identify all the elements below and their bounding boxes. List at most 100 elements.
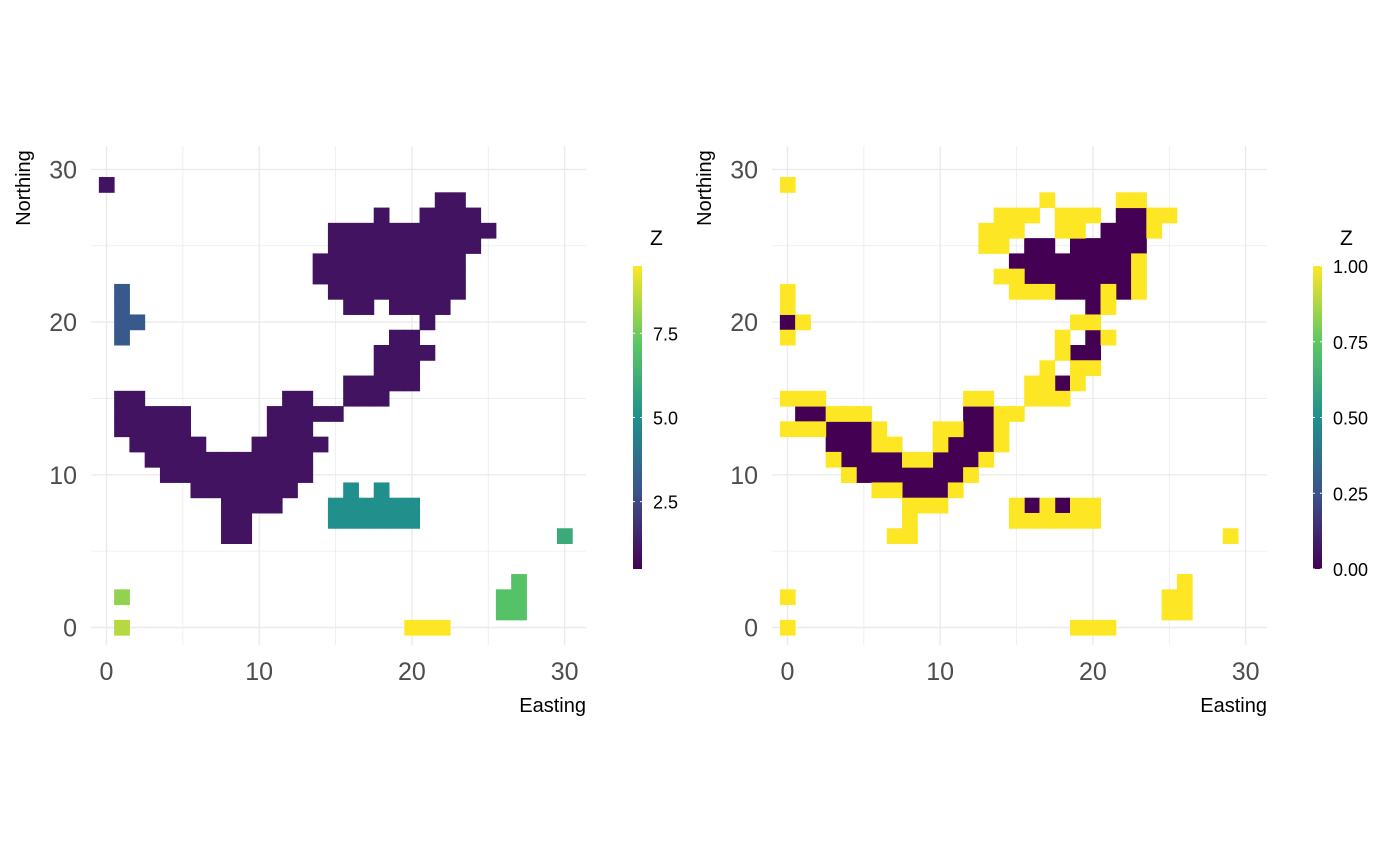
heatmap-cell <box>373 268 390 285</box>
heatmap-cell <box>282 467 298 483</box>
heatmap-cell <box>343 238 359 254</box>
heatmap-cell <box>1039 360 1056 377</box>
heatmap-cell <box>388 345 405 361</box>
heatmap-cell <box>419 314 436 331</box>
heatmap-cell <box>373 207 390 224</box>
heatmap-cell <box>1054 512 1071 529</box>
heatmap-cell <box>1008 207 1025 224</box>
heatmap-cell <box>129 421 146 438</box>
heatmap-cell <box>404 299 421 315</box>
heatmap-cell <box>902 497 918 514</box>
colorbar <box>1313 266 1322 569</box>
heatmap-cell <box>1039 512 1056 529</box>
heatmap-cell <box>1054 207 1071 224</box>
heatmap-cell <box>902 512 918 529</box>
heatmap-cell <box>175 467 191 483</box>
heatmap-cell <box>1069 253 1086 270</box>
heatmap-cell <box>932 451 949 468</box>
heatmap-cell <box>993 207 1010 224</box>
heatmap-cell <box>419 222 436 239</box>
heatmap-cell <box>1131 207 1147 224</box>
heatmap-cell <box>327 512 344 529</box>
heatmap-cell <box>1024 253 1040 270</box>
heatmap-cell <box>1069 512 1086 529</box>
heatmap-cell <box>144 406 161 422</box>
heatmap-cell <box>358 390 375 407</box>
heatmap-cell <box>779 390 796 407</box>
heatmap-cell <box>795 406 811 422</box>
heatmap-cell <box>1100 253 1117 270</box>
heatmap-cell <box>511 604 527 621</box>
heatmap-cell <box>373 222 390 239</box>
y-tick-label: 20 <box>730 309 758 337</box>
heatmap-cell <box>1024 512 1040 529</box>
heatmap-cell <box>358 222 375 239</box>
heatmap-cell <box>251 482 268 499</box>
heatmap-cell <box>388 360 405 377</box>
heatmap-cell <box>159 436 176 453</box>
heatmap-cell <box>434 238 451 254</box>
heatmap-cell <box>144 421 161 438</box>
heatmap-cell <box>388 497 405 514</box>
heatmap-cell <box>221 482 237 499</box>
heatmap-cell <box>327 238 344 254</box>
heatmap-cell <box>1085 619 1102 636</box>
heatmap-cell <box>1008 222 1025 239</box>
heatmap-cell <box>404 345 421 361</box>
heatmap-cell <box>1100 299 1117 315</box>
heatmap-cell <box>450 238 466 254</box>
heatmap-cell <box>114 283 130 300</box>
heatmap-cell <box>358 238 375 254</box>
heatmap-cell <box>373 360 390 377</box>
heatmap-cell <box>511 574 527 590</box>
heatmap-cell <box>1069 268 1086 285</box>
heatmap-cell <box>129 436 146 453</box>
heatmap-cell <box>175 436 191 453</box>
heatmap-cell <box>1161 589 1178 606</box>
heatmap-cell <box>1085 329 1102 346</box>
heatmap-cell <box>159 421 176 438</box>
heatmap-cell <box>388 283 405 300</box>
heatmap-cell <box>917 497 934 514</box>
heatmap-cell <box>825 451 842 468</box>
heatmap-cell <box>902 528 918 545</box>
heatmap-cell <box>1115 238 1132 254</box>
heatmap-cell <box>251 436 268 453</box>
heatmap-cell <box>1069 222 1086 239</box>
heatmap-cell <box>1085 299 1102 315</box>
heatmap-cell <box>1176 574 1193 590</box>
heatmap-cell <box>404 497 421 514</box>
heatmap-cell <box>159 467 176 483</box>
heatmap-cell <box>327 497 344 514</box>
heatmap-cell <box>871 436 888 453</box>
heatmap-cell <box>434 283 451 300</box>
heatmap-cell <box>1039 497 1056 514</box>
heatmap-cell <box>1054 497 1071 514</box>
panel-1: 0 10 20 30 0 10 20 30 Easting Northing Z 2.5 5.0 7.5 <box>13 146 678 717</box>
heatmap-cell <box>1100 238 1117 254</box>
x-tick-label: 0 <box>781 658 795 686</box>
heatmap-cell <box>795 421 811 438</box>
heatmap-cell <box>902 467 918 483</box>
heatmap-cell <box>221 467 237 483</box>
heatmap-cell <box>327 283 344 300</box>
heatmap-cell <box>404 283 421 300</box>
heatmap-cell <box>556 528 573 545</box>
heatmap-cell <box>343 375 359 392</box>
heatmap-cell <box>129 390 146 407</box>
heatmap-cell <box>1069 619 1086 636</box>
heatmap-cell <box>450 253 466 270</box>
y-axis-label: Northing <box>694 150 716 226</box>
legend-tick-label: 0.00 <box>1333 560 1368 580</box>
heatmap-cell <box>388 375 405 392</box>
heatmap-cell <box>266 451 283 468</box>
heatmap-cell <box>495 604 512 621</box>
heatmap-cell <box>480 222 497 239</box>
heatmap-cell <box>404 329 421 346</box>
heatmap-cell <box>144 451 161 468</box>
heatmap-cell <box>419 345 436 361</box>
heatmap-cell <box>388 238 405 254</box>
legend-tick-label: 1.00 <box>1333 257 1368 277</box>
heatmap-cell <box>917 451 934 468</box>
